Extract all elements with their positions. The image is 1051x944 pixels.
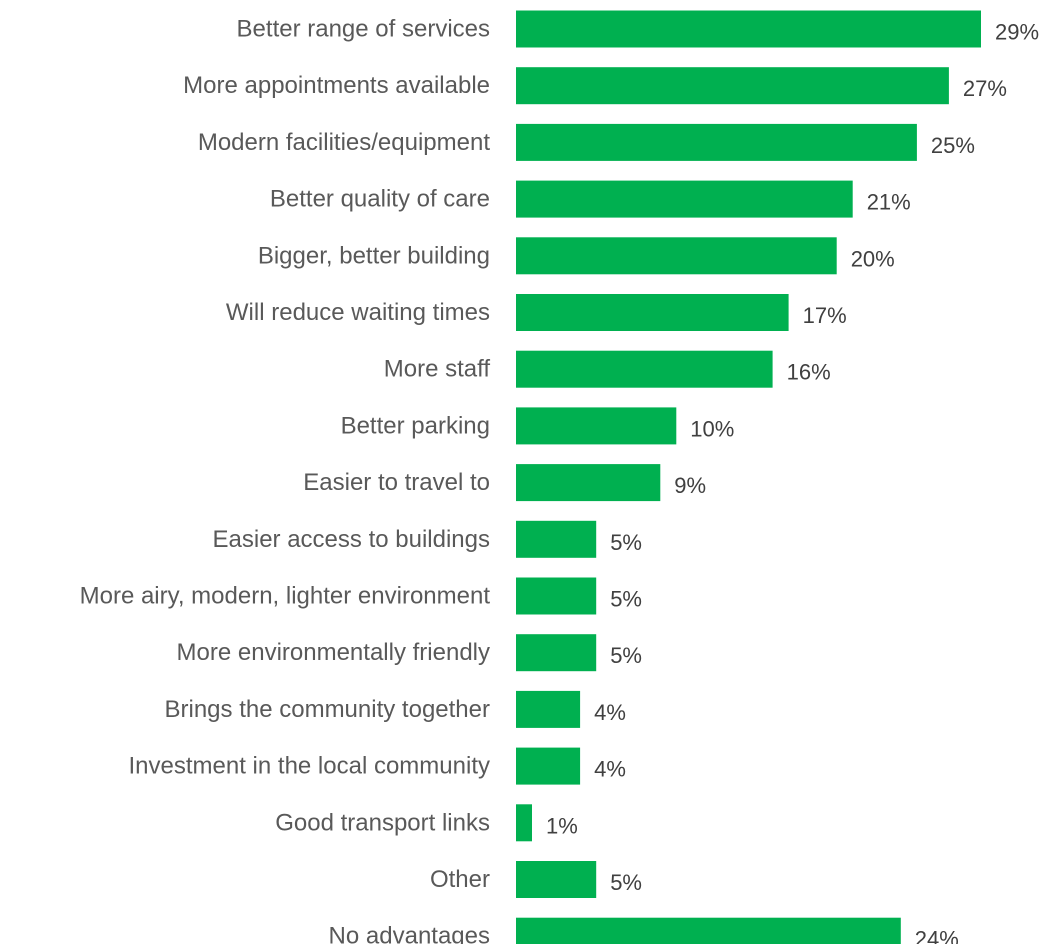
bar <box>516 634 597 672</box>
category-label: Good transport links <box>275 809 490 836</box>
value-label: 1% <box>546 813 578 838</box>
bar <box>516 917 901 944</box>
bar <box>516 123 917 161</box>
category-label: More airy, modern, lighter environment <box>80 583 491 610</box>
value-label: 24% <box>915 927 959 944</box>
category-label: Other <box>430 866 490 893</box>
bar <box>516 180 853 218</box>
value-label: 5% <box>610 870 642 895</box>
value-label: 16% <box>787 360 831 385</box>
category-label: Will reduce waiting times <box>226 299 490 326</box>
bar <box>516 747 581 785</box>
category-label: Better parking <box>341 412 490 439</box>
bar <box>516 464 661 502</box>
bar <box>516 407 677 445</box>
bar <box>516 10 981 48</box>
bar <box>516 577 597 615</box>
category-label: More environmentally friendly <box>177 639 490 666</box>
bars-group <box>516 10 981 944</box>
bar <box>516 861 597 898</box>
bar <box>516 237 837 275</box>
value-label: 20% <box>851 246 895 271</box>
value-label: 5% <box>610 587 642 612</box>
category-label: Better quality of care <box>270 186 490 213</box>
category-label: Investment in the local community <box>129 753 491 780</box>
category-label: Better range of services <box>237 16 490 43</box>
value-label: 21% <box>867 190 911 215</box>
value-label: 5% <box>610 530 642 555</box>
value-label: 4% <box>594 757 626 782</box>
value-label: 17% <box>803 303 847 328</box>
value-label: 27% <box>963 76 1007 101</box>
bar <box>516 804 532 842</box>
value-label: 5% <box>610 643 642 668</box>
value-labels-group: 29% 27% 25% 21% 20% 17% 16% 10% 9% 5% 5% 5% 4% 4% 1% 5%… <box>546 20 1039 944</box>
category-labels-group: Better range of services More appointment… <box>80 16 491 944</box>
value-label: 29% <box>995 20 1039 45</box>
bar <box>516 690 581 728</box>
bar <box>516 294 789 331</box>
category-label: More staff <box>384 356 491 383</box>
value-label: 25% <box>931 133 975 158</box>
category-label: Easier to travel to <box>303 469 490 496</box>
category-label: Brings the community together <box>165 696 491 723</box>
bar <box>516 67 949 105</box>
value-label: 9% <box>674 473 706 498</box>
bar <box>516 520 597 558</box>
category-label: Easier access to buildings <box>213 526 490 553</box>
value-label: 4% <box>594 700 626 725</box>
bar <box>516 350 773 388</box>
category-label: No advantages <box>329 923 490 944</box>
category-label: More appointments available <box>183 72 490 99</box>
category-label: Bigger, better building <box>258 242 490 269</box>
value-label: 10% <box>690 416 734 441</box>
category-label: Modern facilities/equipment <box>198 129 490 156</box>
